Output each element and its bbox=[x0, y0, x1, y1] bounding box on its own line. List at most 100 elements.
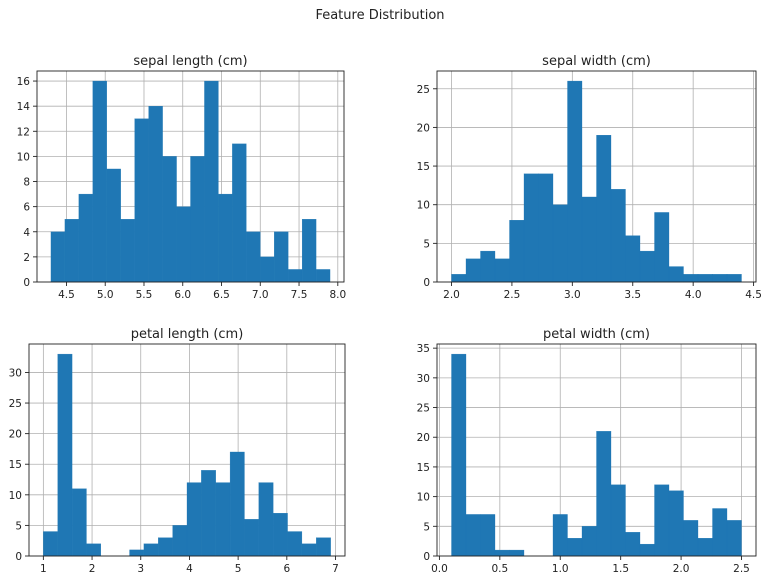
histogram-bar bbox=[232, 143, 247, 283]
histogram-bar bbox=[162, 156, 177, 283]
y-tick-label: 0 bbox=[423, 277, 430, 289]
histogram-sepal-length: 4.5 5.0 5.5 6.0 6.5 7.0 7.5 8.0 0 2 4 6 8 10 12 14 16 sep… bbox=[17, 54, 347, 301]
histogram-bar bbox=[57, 353, 73, 557]
x-tick-label: 7.5 bbox=[291, 289, 308, 301]
histogram-bar bbox=[273, 513, 288, 557]
y-tick-label: 25 bbox=[9, 398, 22, 410]
histogram-bar bbox=[697, 538, 713, 557]
x-tick-label: 2.5 bbox=[504, 289, 521, 301]
histogram-bar bbox=[610, 189, 626, 283]
y-tick-label: 15 bbox=[417, 462, 430, 474]
histogram-bar bbox=[86, 543, 101, 557]
histogram-bar bbox=[287, 531, 303, 557]
y-tick-label: 20 bbox=[417, 122, 430, 134]
y-tick-label: 15 bbox=[9, 459, 22, 471]
x-tick-label: 2.0 bbox=[673, 563, 690, 575]
histogram-bar bbox=[683, 274, 699, 283]
y-tick-label: 10 bbox=[417, 200, 430, 212]
histogram-bar bbox=[204, 80, 219, 283]
histogram-bar bbox=[639, 250, 655, 283]
histogram-bar bbox=[148, 106, 163, 283]
y-tick-label: 5 bbox=[15, 520, 22, 532]
histogram-bar bbox=[596, 135, 612, 283]
y-tick-label: 14 bbox=[17, 101, 31, 113]
panel-title-petal-length: petal length (cm) bbox=[131, 327, 244, 342]
axes-frame bbox=[436, 70, 757, 283]
histogram-bar bbox=[494, 258, 510, 283]
histogram-bar bbox=[215, 482, 231, 557]
histogram-bar bbox=[229, 451, 245, 557]
histogram-bar bbox=[509, 549, 525, 557]
histogram-bar bbox=[301, 543, 317, 557]
x-tick-label: 3.5 bbox=[624, 289, 641, 301]
y-tick-label: 2 bbox=[23, 252, 30, 264]
histogram-bar bbox=[581, 526, 597, 557]
histogram-bar bbox=[129, 549, 145, 557]
histogram-bar bbox=[106, 168, 121, 283]
histogram-bar bbox=[523, 173, 539, 283]
y-tick-label: 20 bbox=[9, 429, 22, 441]
x-tick-label: 1 bbox=[40, 563, 47, 575]
x-tick-label: 7 bbox=[332, 563, 339, 575]
figure-suptitle: Feature Distribution bbox=[315, 8, 444, 23]
histogram-bar bbox=[697, 274, 713, 283]
x-tick-label: 4.5 bbox=[58, 289, 75, 301]
histogram-bar bbox=[315, 269, 331, 283]
x-tick-label: 4 bbox=[186, 563, 193, 575]
histogram-bar bbox=[610, 484, 626, 557]
histogram-bar bbox=[509, 220, 525, 283]
histogram-bar bbox=[172, 525, 188, 557]
histogram-bar bbox=[712, 508, 728, 557]
x-tick-label: 7.0 bbox=[252, 289, 269, 301]
histogram-bar bbox=[581, 196, 597, 283]
panel-title-sepal-width: sepal width (cm) bbox=[542, 54, 651, 69]
y-tick-label: 25 bbox=[417, 403, 430, 415]
x-tick-label: 1.5 bbox=[612, 563, 629, 575]
x-tick-label: 5 bbox=[235, 563, 242, 575]
x-tick-label: 2.5 bbox=[733, 563, 750, 575]
histogram-bar bbox=[143, 543, 159, 557]
x-tick-label: 4.0 bbox=[685, 289, 702, 301]
histogram-bar bbox=[64, 219, 80, 283]
histogram-bar bbox=[246, 231, 261, 283]
x-tick-label: 5.0 bbox=[97, 289, 114, 301]
histogram-bar bbox=[71, 488, 87, 557]
histogram-bar bbox=[668, 490, 684, 557]
histogram-bar bbox=[712, 274, 728, 283]
histogram-bar bbox=[538, 173, 554, 283]
y-tick-label: 20 bbox=[417, 432, 430, 444]
histogram-petal-length: 1 2 3 4 5 6 7 0 5 10 15 20 25 30 petal length (cm) bbox=[9, 327, 346, 575]
x-tick-label: 2 bbox=[89, 563, 96, 575]
y-tick-label: 15 bbox=[417, 161, 430, 173]
histogram-bar bbox=[552, 204, 568, 283]
histogram-bar bbox=[43, 531, 58, 557]
panel-title-petal-width: petal width (cm) bbox=[543, 327, 650, 342]
histogram-bar bbox=[465, 258, 481, 283]
histogram-bar bbox=[683, 520, 699, 557]
histogram-petal-width: 0.0 0.5 1.0 1.5 2.0 2.5 0 5 10 15 20 25 30 35 petal wi… bbox=[417, 327, 757, 575]
histogram-bar bbox=[567, 80, 583, 283]
histogram-bar bbox=[494, 549, 510, 557]
histogram-bar bbox=[260, 256, 275, 283]
histogram-bar bbox=[654, 212, 670, 283]
y-tick-label: 5 bbox=[423, 521, 430, 533]
y-tick-label: 16 bbox=[17, 76, 31, 88]
histogram-bar bbox=[465, 514, 481, 557]
y-tick-label: 4 bbox=[23, 227, 30, 239]
histogram-bar bbox=[301, 219, 317, 283]
y-tick-label: 10 bbox=[17, 151, 30, 163]
x-tick-label: 5.5 bbox=[136, 289, 153, 301]
histogram-bar bbox=[639, 543, 655, 557]
y-tick-label: 30 bbox=[9, 367, 22, 379]
y-tick-label: 5 bbox=[423, 238, 430, 250]
histogram-bar bbox=[451, 274, 467, 283]
histogram-bar bbox=[668, 266, 684, 283]
histogram-bar bbox=[288, 269, 303, 283]
histogram-bar bbox=[274, 231, 289, 283]
histogram-bar bbox=[92, 80, 107, 283]
histogram-bar bbox=[158, 537, 173, 557]
x-tick-label: 6.5 bbox=[213, 289, 230, 301]
histogram-bar bbox=[186, 482, 202, 557]
histogram-bar bbox=[120, 219, 135, 283]
